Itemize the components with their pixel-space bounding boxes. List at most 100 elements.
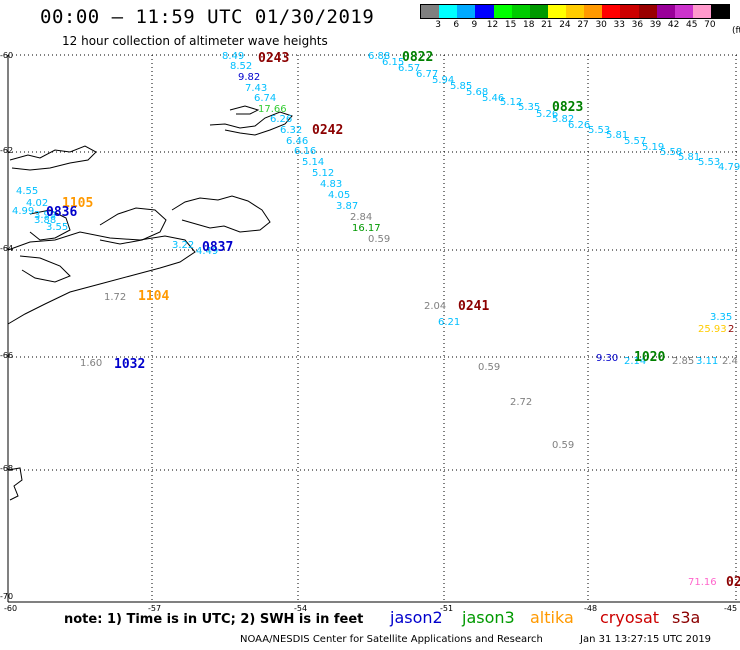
wave-height-value: 3.55: [46, 222, 69, 233]
lon-label: -57: [148, 604, 162, 613]
lon-label: -48: [584, 604, 598, 613]
wave-height-value: 4.79: [718, 162, 740, 173]
wave-height-value: 7.43: [245, 83, 268, 94]
wave-height-value: 6.74: [254, 93, 277, 104]
wave-height-value: 1.60: [80, 358, 103, 369]
legend-swatch: [638, 5, 657, 18]
legend-label: 18: [522, 20, 535, 30]
coastline: [7, 105, 293, 501]
wave-height-value: 6.57: [398, 63, 421, 74]
legend-color-bar: [420, 4, 730, 19]
legend-label: 24: [559, 20, 571, 30]
legend-swatch: [547, 5, 566, 18]
pass-time-label: 1032: [114, 357, 146, 372]
satellite-name: cryosat: [600, 608, 660, 627]
wave-height-value: 3.99: [34, 210, 57, 221]
wave-height-value: 3.22: [172, 240, 195, 251]
legend-swatch: [493, 5, 512, 18]
lat-label: -62: [0, 146, 14, 155]
pass-time-label: 0836: [46, 205, 78, 220]
legend-swatch: [457, 5, 476, 18]
wave-height-value: 5.14: [302, 157, 325, 168]
legend-label: 70: [704, 20, 716, 30]
wave-height-value: 8.52: [230, 61, 253, 72]
legend-label: 3: [435, 20, 441, 30]
credit-text: NOAA/NESDIS Center for Satellite Applica…: [240, 634, 543, 645]
legend-unit: (ft): [732, 26, 740, 36]
wave-height-value: 5.53: [588, 125, 611, 136]
lon-label: -51: [440, 604, 454, 613]
legend-swatch: [674, 5, 693, 18]
wave-height-value: 4.05: [328, 190, 351, 201]
pass-time-label: 0241: [458, 299, 490, 314]
wave-height-value: 3.35: [710, 312, 733, 323]
lon-label: -60: [4, 604, 18, 613]
wave-height-value: 5.68: [466, 87, 489, 98]
legend-swatch: [602, 5, 621, 18]
wave-height-value: 2.85: [672, 356, 695, 367]
wave-height-value: 4.49: [196, 246, 219, 257]
wave-height-value: 6.26: [270, 114, 293, 125]
wave-height-value: 9.82: [238, 72, 261, 83]
timestamp-text: Jan 31 13:27:15 UTC 2019: [580, 634, 712, 645]
legend-swatch: [584, 5, 603, 18]
wave-height-value: 2.04: [424, 301, 447, 312]
satellite-name: jason2: [390, 608, 443, 627]
legend-swatch: [439, 5, 458, 18]
wave-height-value: 4.02: [26, 198, 49, 209]
wave-height-value: 0.59: [478, 362, 501, 373]
wave-height-value: 5.46: [482, 93, 505, 104]
wave-height-value: 4.83: [320, 179, 343, 190]
pass-time-label: 0243: [258, 51, 290, 66]
legend-swatch: [711, 5, 730, 18]
wave-height-value: 6.21: [438, 317, 461, 328]
pass-time-label: 1105: [62, 196, 94, 211]
wave-height-value: 2: [728, 324, 735, 335]
legend-label: 12: [486, 20, 499, 30]
pass-time-label: 1020: [634, 350, 666, 365]
lat-label: -70: [0, 592, 14, 601]
legend-swatch: [529, 5, 548, 18]
legend-swatch: [692, 5, 711, 18]
wave-height-value: 25.93: [698, 324, 727, 335]
wave-height-value: 6.77: [416, 69, 439, 80]
wave-height-value: 5.26: [536, 109, 559, 120]
wave-height-value: 5.81: [606, 130, 629, 141]
wave-height-value: 71.16: [688, 577, 717, 588]
footnote: note: 1) Time is in UTC; 2) SWH is in fe…: [64, 612, 364, 627]
wave-height-value: 5.85: [450, 81, 473, 92]
wave-height-value: 3.88: [34, 215, 57, 226]
wave-height-value: 6.15: [382, 57, 405, 68]
lon-label: -45: [724, 604, 738, 613]
wave-height-value: 0.59: [552, 440, 575, 451]
pass-time-label: 0242: [312, 123, 344, 138]
legend-swatch: [656, 5, 675, 18]
legend-swatch: [566, 5, 585, 18]
wave-height-value: 5.53: [698, 157, 721, 168]
wave-height-value: 5.35: [518, 102, 541, 113]
pass-time-label: 0822: [402, 50, 434, 65]
wave-height-value: 3.11: [696, 356, 719, 367]
wave-height-value: 6.16: [294, 146, 317, 157]
wave-height-value: 9.30: [596, 353, 619, 364]
legend-label: 39: [649, 20, 662, 30]
legend-label: 45: [686, 20, 698, 30]
wave-height-value: 6.26: [568, 120, 591, 131]
wave-height-value: 5.81: [678, 152, 701, 163]
wave-height-value: 6.88: [368, 51, 391, 62]
lat-label: -64: [0, 244, 14, 253]
frame: [7, 55, 740, 603]
pass-time-label: 1104: [138, 289, 170, 304]
legend-swatch: [475, 5, 494, 18]
wave-height-value: 5.12: [312, 168, 335, 179]
wave-height-value: 16.17: [352, 223, 381, 234]
lon-label: -54: [294, 604, 308, 613]
wave-height-value: 4.55: [16, 186, 39, 197]
legend-swatch: [421, 5, 440, 18]
legend-label: 9: [471, 20, 478, 30]
pass-time-label: 0837: [202, 240, 234, 255]
wave-height-value: 2.72: [510, 397, 533, 408]
wave-height-value: 5.82: [552, 114, 575, 125]
wave-height-value: 5.57: [624, 136, 647, 147]
